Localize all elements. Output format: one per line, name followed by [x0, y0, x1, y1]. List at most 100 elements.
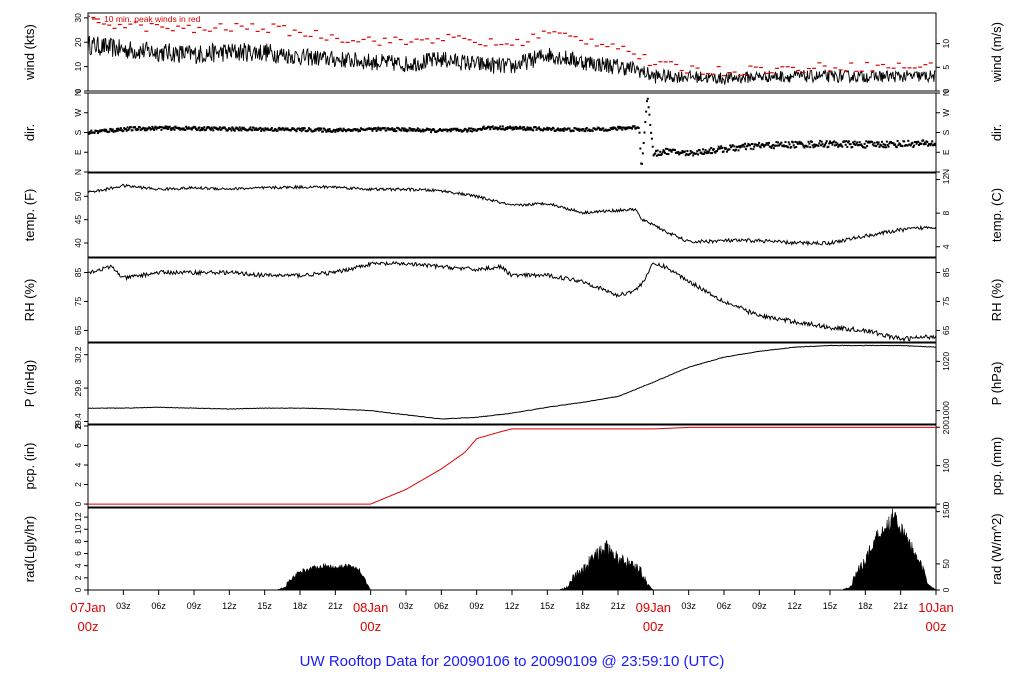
direction-point: [642, 141, 645, 144]
series-line-wind: [88, 36, 936, 85]
direction-point: [617, 125, 620, 128]
direction-point: [824, 142, 827, 145]
direction-point: [854, 144, 857, 147]
ylabel-left-temp: temp. (F): [22, 189, 37, 242]
right-tick-label-wind: 10: [941, 39, 951, 49]
panel-rad: 0 2 4 6 8 10 12 0 50 150 rad(Lgly/hr) rad (W/m^2): [22, 504, 1004, 592]
direction-point: [591, 129, 594, 132]
direction-point: [914, 140, 917, 143]
direction-point: [376, 128, 379, 131]
direction-point: [377, 126, 380, 129]
direction-point: [285, 128, 288, 131]
direction-point: [299, 127, 302, 130]
direction-point: [241, 126, 244, 129]
left-tick-label-rad: 0: [73, 587, 83, 592]
direction-point: [327, 130, 330, 133]
series-line-pres: [88, 344, 936, 420]
direction-point: [298, 128, 301, 131]
direction-point: [643, 131, 646, 134]
direction-point: [411, 129, 414, 132]
direction-point: [797, 142, 800, 145]
direction-point: [273, 129, 276, 132]
direction-point: [138, 126, 141, 129]
direction-point: [163, 126, 166, 129]
direction-point: [876, 143, 879, 146]
direction-point: [501, 125, 504, 128]
direction-point: [719, 147, 722, 150]
direction-point: [265, 128, 268, 131]
direction-point: [651, 145, 654, 148]
direction-point: [209, 128, 212, 131]
direction-point: [707, 150, 710, 153]
panel-frame-rad: [87, 507, 937, 591]
direction-point: [811, 144, 814, 147]
right-tick-label-temp: 12: [941, 175, 951, 185]
direction-point: [496, 128, 499, 131]
direction-point: [646, 97, 649, 100]
direction-point: [665, 152, 668, 155]
direction-point: [320, 127, 323, 130]
direction-point: [520, 127, 523, 130]
direction-point: [923, 141, 926, 144]
direction-point: [780, 141, 783, 144]
direction-point: [489, 128, 492, 131]
direction-point: [174, 125, 177, 128]
direction-point: [242, 126, 245, 129]
direction-point: [753, 145, 756, 148]
direction-point: [885, 140, 888, 143]
direction-point: [799, 142, 802, 145]
direction-point: [660, 153, 663, 156]
direction-point: [737, 149, 740, 152]
direction-point: [814, 145, 817, 148]
direction-point: [645, 100, 648, 103]
direction-point: [159, 126, 162, 129]
direction-point: [790, 146, 793, 149]
direction-point: [546, 126, 549, 129]
direction-point: [734, 149, 737, 152]
direction-point: [165, 127, 168, 130]
direction-point: [638, 131, 641, 134]
direction-point: [202, 127, 205, 130]
direction-point: [153, 126, 156, 129]
direction-point: [181, 128, 184, 131]
direction-point: [933, 142, 936, 145]
x-hour-label: 21z: [611, 601, 626, 611]
direction-point: [135, 129, 138, 132]
direction-point: [884, 143, 887, 146]
direction-point: [892, 142, 895, 145]
direction-point: [278, 126, 281, 129]
direction-point: [843, 140, 846, 143]
direction-point: [88, 132, 90, 135]
direction-point: [612, 127, 615, 130]
direction-point: [871, 140, 874, 143]
direction-point: [195, 127, 198, 130]
direction-point: [681, 149, 684, 152]
direction-point: [695, 152, 698, 155]
direction-point: [359, 129, 362, 132]
direction-point: [831, 143, 834, 146]
direction-point: [865, 140, 868, 143]
direction-point: [641, 162, 644, 165]
direction-point: [151, 125, 154, 128]
direction-point: [417, 129, 420, 132]
direction-point: [410, 129, 413, 132]
direction-point: [525, 128, 528, 131]
direction-point: [766, 142, 769, 145]
direction-point: [558, 129, 561, 132]
direction-point: [124, 128, 127, 131]
direction-point: [864, 146, 867, 149]
direction-point: [302, 128, 305, 131]
left-tick-label-wind: 20: [73, 37, 83, 47]
direction-point: [171, 127, 174, 130]
direction-point: [705, 152, 708, 155]
right-tick-label-pcp: 200: [941, 420, 951, 434]
direction-point: [787, 141, 790, 144]
direction-point: [602, 127, 605, 130]
direction-point: [392, 129, 395, 132]
direction-point: [241, 127, 244, 130]
right-tick-label-rad: 0: [941, 587, 951, 592]
direction-point: [237, 129, 240, 132]
direction-point: [829, 140, 831, 143]
direction-point: [786, 146, 789, 149]
